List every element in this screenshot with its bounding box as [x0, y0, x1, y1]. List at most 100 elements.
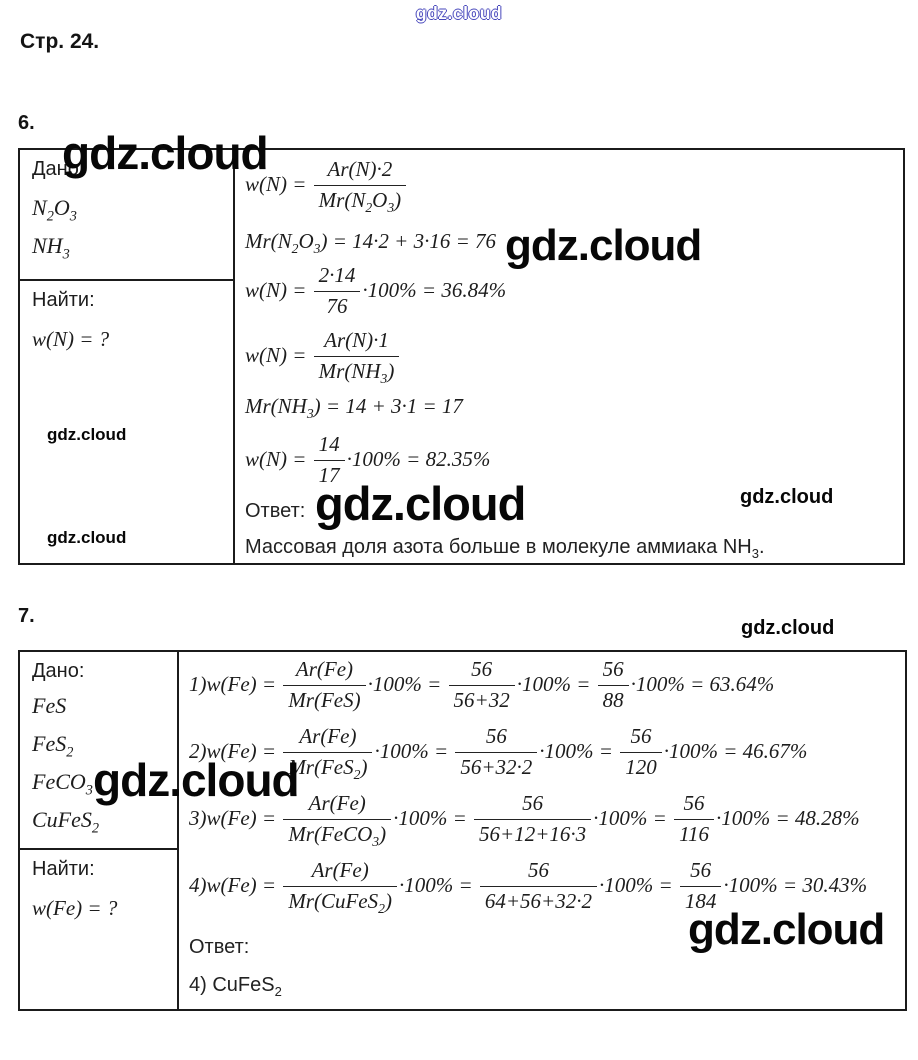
- equation-text: ·100% =: [393, 806, 473, 830]
- fraction: Ar(Fe) Mr(FeS2): [283, 723, 373, 783]
- fraction-numerator: 56: [448, 656, 515, 686]
- fraction: 56 116: [674, 790, 715, 847]
- equation-text: ·100% = 46.67%: [663, 739, 808, 763]
- equation-text: w(N) =: [245, 278, 312, 302]
- problem7-left-column: Дано: FeS FeS2 FeCO3 CuFeS2 Найти: w(Fe) = …: [20, 652, 179, 1009]
- fraction-denominator: 56+12+16·3: [479, 822, 587, 846]
- fraction-numerator: Ar(Fe): [283, 656, 366, 686]
- fraction-numerator: Ar(Fe): [283, 790, 392, 820]
- problem7-equations: 1)w(Fe) = Ar(Fe) Mr(FeS) ·100% = 56 56+32·1…: [189, 654, 905, 917]
- fraction-denominator: 76: [326, 294, 348, 318]
- equation-text: ·100% = 30.43%: [723, 873, 868, 897]
- fraction-numerator: 56: [620, 723, 662, 753]
- fraction-numerator: 56: [597, 656, 629, 686]
- watermark-small-3: gdz.cloud: [47, 528, 127, 547]
- fraction-numerator: 56: [674, 790, 715, 820]
- fraction: Ar(Fe) Mr(FeCO3): [283, 790, 392, 850]
- equation-text: 4)w(Fe) =: [189, 873, 282, 897]
- problem6-table: Дано: N2O3 NH3 Найти: w(N) = ? w(N) = Ar(…: [18, 148, 905, 565]
- equation: 2)w(Fe) = Ar(Fe) Mr(FeS2) ·100% = 56 56+32·…: [189, 723, 905, 783]
- given-formula: FeCO3: [32, 769, 93, 799]
- fraction: 56 56+32: [448, 656, 515, 713]
- fraction-denominator: 64+56+32·2: [484, 889, 592, 913]
- given-formula: FeS2: [32, 731, 74, 761]
- fraction-numerator: 56: [479, 857, 597, 887]
- given-formula-list: N2O3 NH3: [32, 194, 221, 262]
- equation-text: ·100% =: [367, 672, 447, 696]
- fraction-denominator: Mr(NH3): [318, 359, 395, 387]
- fraction-numerator: 56: [474, 790, 592, 820]
- given-formula: FeS: [32, 693, 67, 718]
- equation-text: ·100% = 63.64%: [630, 672, 775, 696]
- problem6-left-column: Дано: N2O3 NH3 Найти: w(N) = ?: [20, 150, 235, 563]
- equation-text: Mr(NH3) = 14 + 3·1 = 17: [245, 394, 463, 422]
- equation-text: ·100% =: [598, 873, 678, 897]
- equation: w(N) = 2·14 76·100% = 36.84%: [245, 262, 903, 319]
- equation: w(N) = Ar(N)·1 Mr(NH3): [245, 327, 903, 387]
- equation: 3)w(Fe) = Ar(Fe) Mr(FeCO3) ·100% = 56 56+12…: [189, 790, 905, 850]
- equation-text: 3)w(Fe) =: [189, 806, 282, 830]
- equation-text: Mr(N2O3) = 14·2 + 3·16 = 76: [245, 229, 497, 257]
- equation-text: ·100% =: [516, 672, 596, 696]
- equation-text: 2)w(Fe) =: [189, 739, 282, 763]
- equation-text: ·100% = 82.35%: [346, 447, 491, 471]
- fraction-numerator: Ar(Fe): [283, 857, 397, 887]
- problem7-table: Дано: FeS FeS2 FeCO3 CuFeS2 Найти: w(Fe) = …: [18, 650, 907, 1011]
- watermark-large-5: gdz.cloud: [688, 905, 885, 954]
- equation: w(N) = 14 17·100% = 82.35%: [245, 431, 903, 488]
- equation-text: w(N) =: [245, 447, 312, 471]
- problem6-given-cell: Дано: N2O3 NH3: [20, 150, 233, 281]
- watermark-small-2: gdz.cloud: [47, 425, 127, 444]
- given-formula: N2O3: [32, 195, 77, 225]
- fraction-denominator: 120: [625, 755, 657, 779]
- fraction-denominator: Mr(FeS2): [288, 755, 368, 783]
- problem6-solution-column: w(N) = Ar(N)·2 Mr(N2O3) Mr(N2O3) = 14·2 + …: [235, 150, 903, 563]
- fraction: 2·14 76: [313, 262, 361, 319]
- equation-text: ·100% = 48.28%: [716, 806, 860, 830]
- equation: w(N) = Ar(N)·2 Mr(N2O3): [245, 156, 903, 216]
- fraction-numerator: 56: [679, 857, 722, 887]
- equation: Mr(N2O3) = 14·2 + 3·16 = 76: [245, 229, 903, 257]
- find-formula: w(Fe) = ?: [32, 896, 118, 920]
- fraction-denominator: Mr(FeCO3): [288, 822, 387, 850]
- fraction-denominator: 17: [318, 463, 340, 487]
- fraction-denominator: 116: [679, 822, 710, 846]
- fraction-numerator: 14: [313, 431, 345, 461]
- find-label: Найти:: [32, 289, 95, 311]
- given-label: Дано:: [32, 660, 85, 682]
- equation-text: w(N) =: [245, 343, 312, 367]
- fraction: 56 56+12+16·3: [474, 790, 592, 847]
- fraction: Ar(Fe) Mr(FeS): [283, 656, 366, 713]
- problem6-equations: w(N) = Ar(N)·2 Mr(N2O3) Mr(N2O3) = 14·2 + …: [245, 152, 903, 488]
- equation-text: ·100% =: [539, 739, 619, 763]
- find-label: Найти:: [32, 858, 95, 880]
- equation-text: ·100% =: [593, 806, 673, 830]
- fraction-denominator: 56+32: [453, 688, 510, 712]
- watermark-small-1: gdz.cloud: [740, 486, 834, 508]
- equation-text: ·100% =: [398, 873, 478, 897]
- watermark-small-4: gdz.cloud: [741, 617, 835, 639]
- watermark-top-blue: gdz.cloud: [415, 3, 503, 23]
- fraction: 56 120: [620, 723, 662, 780]
- fraction: Ar(N)·1 Mr(NH3): [313, 327, 400, 387]
- problem7-find-cell: Найти: w(Fe) = ?: [20, 850, 177, 1009]
- watermark-large-1: gdz.cloud: [62, 127, 269, 179]
- problem6-answer-label: Ответ:: [245, 500, 306, 522]
- fraction: 56 56+32·2: [455, 723, 538, 780]
- fraction-denominator: Mr(CuFeS2): [288, 889, 392, 917]
- given-label: Дано:: [32, 158, 85, 180]
- fraction: Ar(N)·2 Mr(N2O3): [313, 156, 407, 216]
- watermark-large-4: gdz.cloud: [93, 754, 300, 806]
- problem6-find-cell: Найти: w(N) = ?: [20, 281, 233, 563]
- fraction-denominator: Mr(FeS): [288, 688, 361, 712]
- problem7-answer-label: Ответ:: [189, 936, 250, 958]
- equation: 4)w(Fe) = Ar(Fe) Mr(CuFeS2) ·100% = 56 64+5…: [189, 857, 905, 917]
- fraction-denominator: 88: [602, 688, 624, 712]
- equation-text: ·100% = 36.84%: [362, 278, 507, 302]
- page-heading: Стр. 24.: [20, 30, 100, 53]
- fraction: 14 17: [313, 431, 345, 488]
- equation: Mr(NH3) = 14 + 3·1 = 17: [245, 394, 903, 422]
- fraction-numerator: Ar(Fe): [283, 723, 373, 753]
- fraction-denominator: Mr(N2O3): [318, 188, 402, 216]
- problem6-answer-text: Массовая доля азота больше в молекуле ам…: [245, 536, 765, 561]
